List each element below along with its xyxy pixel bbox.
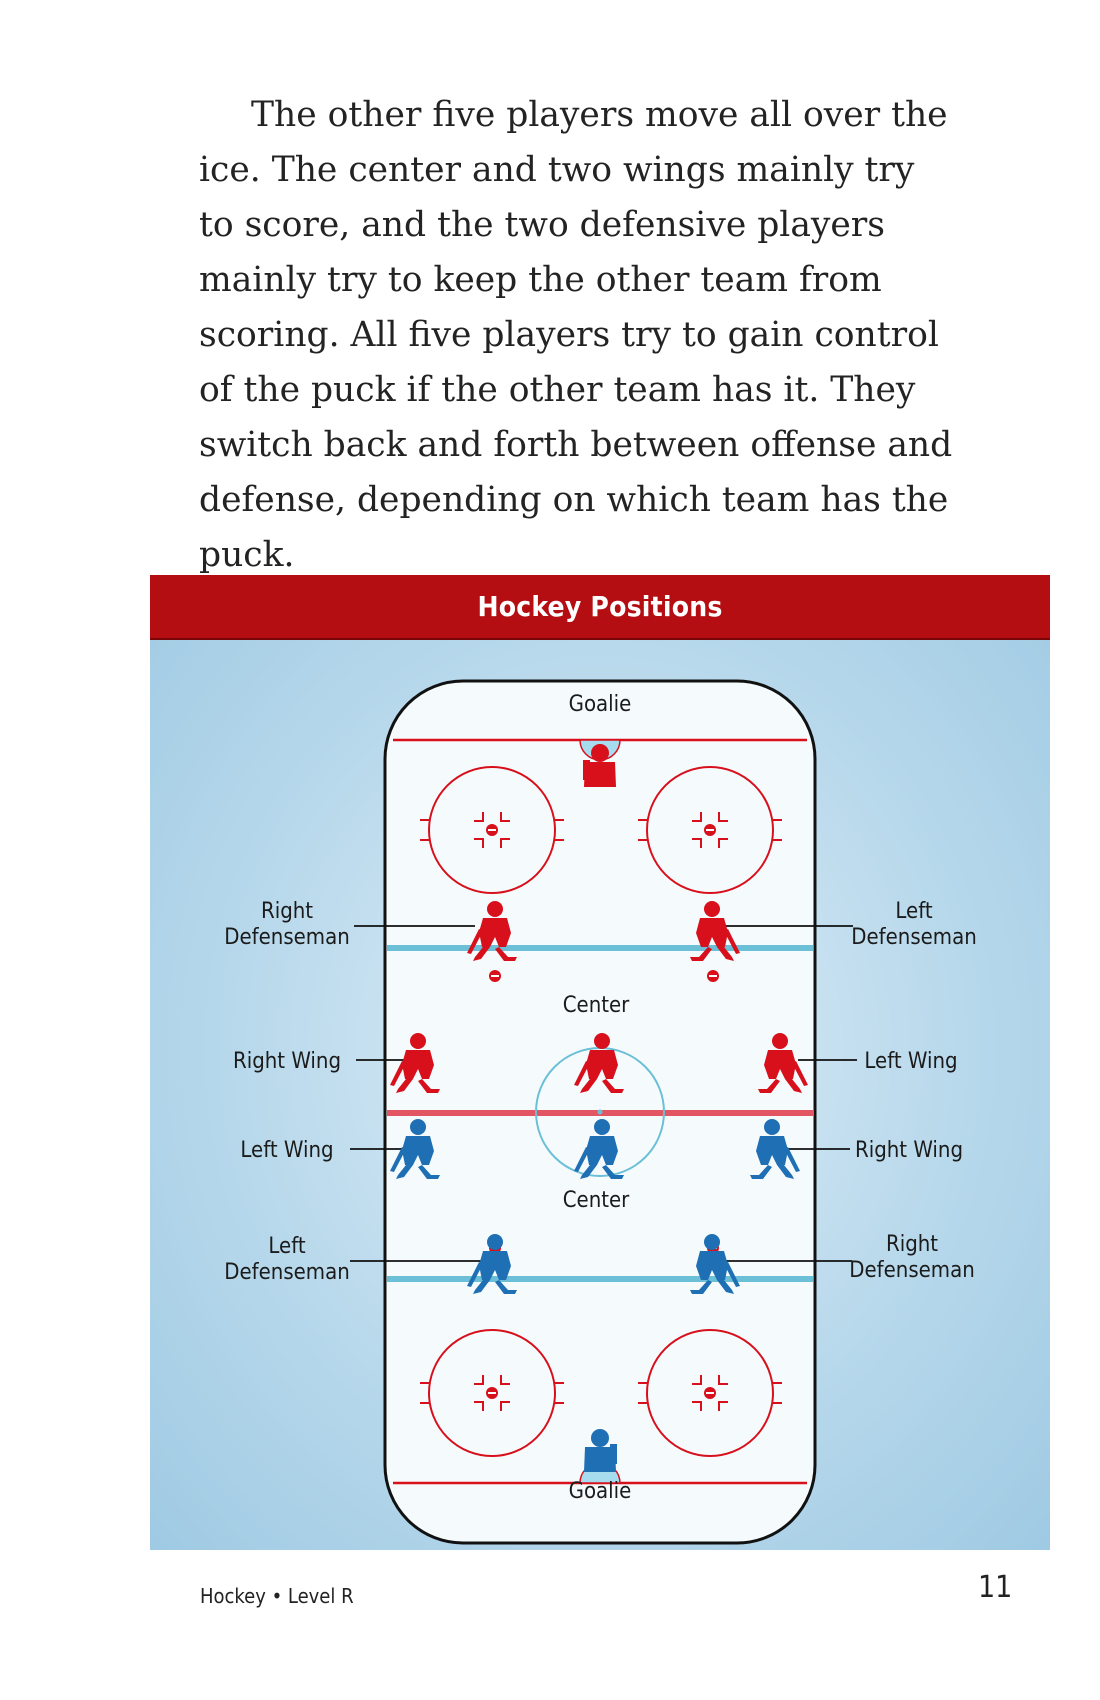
body-paragraph: The other five players move all over the…: [199, 95, 953, 575]
rink-diagram: Goalie Right Defenseman Left Defenseman …: [224, 679, 977, 1545]
label-center-bottom: Center: [563, 1188, 630, 1213]
label-right-wing-top: Right Wing: [233, 1049, 341, 1074]
label-right-wing-bottom: Right Wing: [855, 1138, 963, 1163]
label-left-defenseman-top-line1: Left: [895, 899, 932, 924]
label-left-wing-bottom: Left Wing: [240, 1138, 333, 1163]
figure-header: Hockey Positions: [150, 575, 1050, 640]
label-left-defenseman-bottom-line1: Left: [268, 1234, 305, 1259]
hockey-positions-figure: Hockey Positions: [150, 575, 1050, 1550]
red-goalie-icon: [583, 744, 616, 787]
label-right-defenseman-bottom-line2: Defenseman: [849, 1258, 975, 1283]
label-center-top: Center: [563, 993, 630, 1018]
figure-title: Hockey Positions: [477, 590, 723, 623]
footer-book-title: Hockey • Level R: [200, 1584, 354, 1608]
label-left-defenseman-bottom-line2: Defenseman: [224, 1260, 350, 1285]
label-left-defenseman-top-line2: Defenseman: [851, 925, 977, 950]
label-right-defenseman-top-line1: Right: [261, 899, 313, 924]
label-right-defenseman-bottom-line1: Right: [886, 1232, 938, 1257]
label-right-defenseman-top-line2: Defenseman: [224, 925, 350, 950]
blue-goalie-icon: [584, 1429, 617, 1472]
page-number: 11: [978, 1570, 1013, 1605]
label-left-wing-top: Left Wing: [864, 1049, 957, 1074]
label-goalie-bottom: Goalie: [569, 1479, 632, 1504]
body-paragraph-block: The other five players move all over the…: [199, 88, 959, 583]
label-goalie-top: Goalie: [569, 692, 632, 717]
